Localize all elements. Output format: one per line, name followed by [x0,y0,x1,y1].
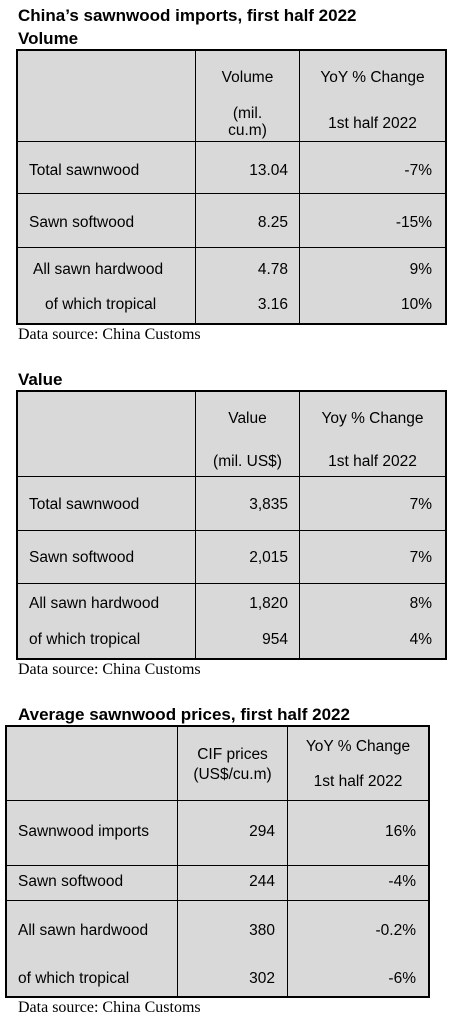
value-data-source: Data source: China Customs [18,661,201,678]
value-row-label: Sawn softwood [29,549,135,566]
prices-row-change: 16% [384,823,416,840]
volume-change-header-line1: YoY % Change [320,69,425,86]
volume-row-change: 9% [409,261,432,278]
prices-row-label: Sawn softwood [18,873,124,890]
value-row-change: 4% [409,631,432,648]
volume-row-value: 13.04 [249,162,288,179]
value-col-header-line1: Value [228,410,267,427]
prices-change-header-line1: YoY % Change [305,738,411,755]
volume-row-change: -15% [395,214,432,231]
prices-col-header-line2: (US$/cu.m) [193,766,272,783]
volume-change-header-line2: 1st half 2022 [328,115,417,132]
value-row-label: All sawn hardwood [29,595,160,612]
volume-row-value: 3.16 [257,296,288,313]
value-row-change: 7% [409,496,432,513]
volume-heading: Volume [18,29,79,48]
prices-data-source: Data source: China Customs [18,999,201,1016]
prices-row-change: -6% [388,970,416,987]
value-row-value: 2,015 [249,549,288,566]
prices-heading: Average sawnwood prices, first half 2022 [18,705,350,724]
value-row-value: 1,820 [249,595,288,612]
value-row-value: 3,835 [249,496,288,513]
prices-row-change: -0.2% [375,922,417,939]
volume-col-header-line3: cu.m) [228,122,267,139]
prices-row-value: 380 [249,922,275,939]
value-row-change: 7% [409,549,432,566]
volume-row-value: 4.78 [257,261,288,278]
prices-row-value: 302 [249,970,275,987]
volume-row-label: of which tropical [45,296,157,313]
prices-row-label: of which tropical [18,970,130,987]
prices-row-label: All sawn hardwood [18,922,149,939]
volume-row-change: -7% [404,162,432,179]
value-row-value: 954 [262,631,288,648]
prices-row-change: -4% [388,873,416,890]
volume-row-change: 10% [400,296,432,313]
prices-row-value: 244 [249,873,275,890]
value-change-header-line1: Yoy % Change [321,410,424,427]
value-col-header-line2: (mil. US$) [213,453,282,470]
value-table: Value (mil. US$) Yoy % Change 1st half 2… [16,390,447,660]
prices-table: CIF prices (US$/cu.m) YoY % Change 1st h… [5,725,430,998]
page-title: China’s sawnwood imports, first half 202… [18,6,357,25]
prices-change-header-line2: 1st half 2022 [313,773,403,790]
prices-row-value: 294 [249,823,275,840]
volume-row-label: Total sawnwood [29,162,140,179]
value-row-change: 8% [409,595,432,612]
prices-col-header-line1: CIF prices [197,746,268,763]
volume-row-value: 8.25 [257,214,288,231]
volume-row-label: Sawn softwood [29,214,135,231]
value-change-header-line2: 1st half 2022 [328,453,417,470]
volume-table: Volume (mil. cu.m) YoY % Change 1st half… [16,49,447,325]
volume-col-header-line1: Volume [221,69,274,86]
value-row-label: of which tropical [29,631,141,648]
value-heading: Value [18,370,63,389]
value-row-label: Total sawnwood [29,496,140,513]
volume-row-label: All sawn hardwood [33,261,164,278]
volume-data-source: Data source: China Customs [18,326,201,343]
volume-col-header-line2: (mil. [232,105,263,122]
prices-row-label: Sawnwood imports [18,823,149,840]
